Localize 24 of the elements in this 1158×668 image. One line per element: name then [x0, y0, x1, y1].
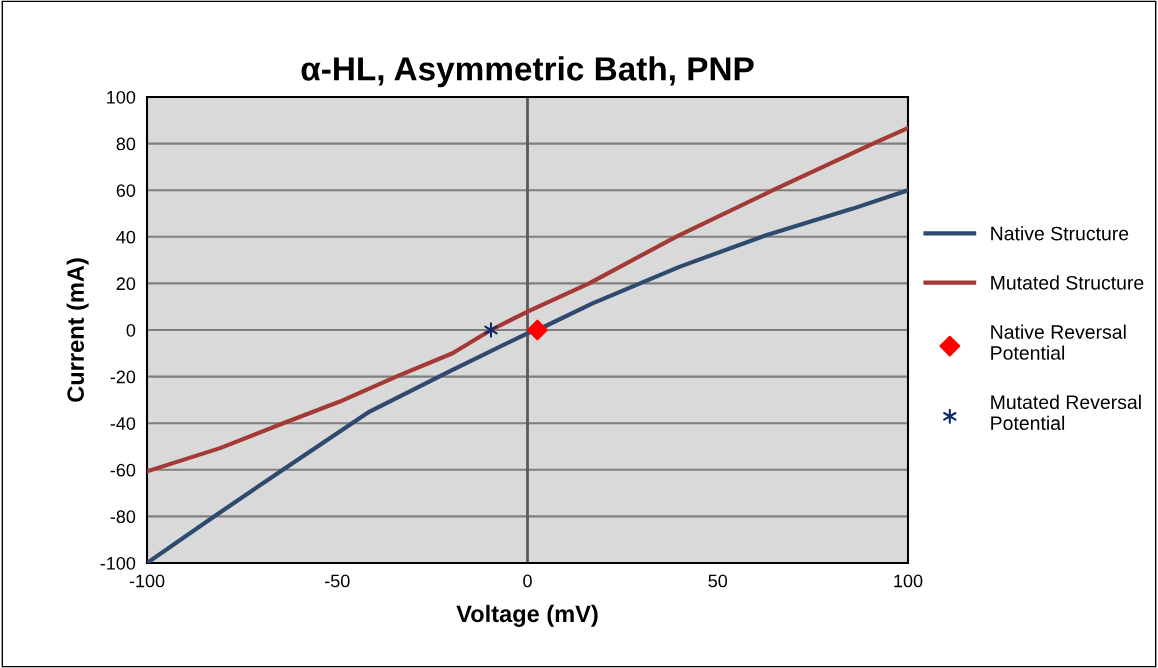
legend-label: Native Structure [991, 226, 1129, 241]
legend-label: Native Reversal Potential [991, 324, 1126, 360]
y-tick-label: -100 [100, 556, 136, 570]
y-tick-label: 40 [116, 230, 136, 244]
legend-label: Mutated Structure [991, 275, 1144, 290]
y-axis-title: Current (mA) [66, 258, 89, 402]
y-tick-label: 60 [116, 184, 136, 197]
y-tick-label: -60 [110, 463, 136, 477]
legend-label: Mutated Reversal Potential [991, 394, 1141, 431]
x-tick-label: -50 [325, 574, 350, 588]
x-tick-label: 100 [894, 574, 923, 588]
line-series [147, 125, 908, 474]
y-tick-label: 100 [107, 90, 136, 104]
y-tick-label: 80 [116, 137, 136, 151]
y-tick-label: -20 [110, 370, 136, 384]
x-tick-label: -100 [129, 574, 165, 588]
x-tick-label: 50 [708, 574, 728, 588]
x-axis-title: Voltage (mV) [456, 604, 598, 627]
y-tick-label: 20 [116, 277, 136, 291]
y-tick-label: 0 [126, 323, 136, 337]
chart-title: α-HL, Asymmetric Bath, PNP [301, 56, 754, 88]
x-tick-label: 0 [523, 574, 532, 588]
y-tick-label: -80 [110, 510, 136, 524]
y-tick-label: -40 [110, 417, 136, 430]
